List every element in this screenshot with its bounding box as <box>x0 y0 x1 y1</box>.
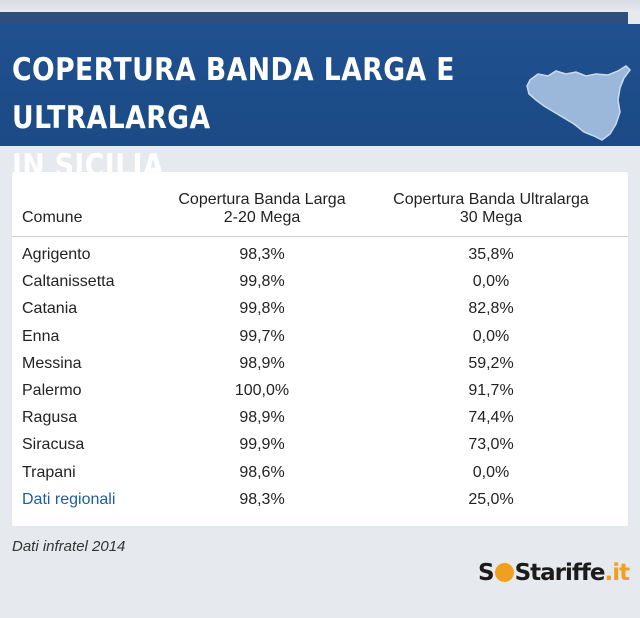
page-title: COPERTURA BANDA LARGA E ULTRALARGA IN SI… <box>12 46 552 190</box>
banda-larga-value: 98,3% <box>239 490 285 508</box>
banda-larga-value: 99,8% <box>239 300 285 318</box>
comune-name: Siracusa <box>22 436 85 454</box>
banda-ultralarga-value: 91,7% <box>468 381 514 399</box>
banda-larga-value: 98,3% <box>239 246 285 263</box>
comune-name: Agrigento <box>22 246 91 263</box>
banda-ultralarga-value: 73,0% <box>468 436 514 454</box>
comune-name: Trapani <box>22 463 76 481</box>
table-row: Catania 99,8% 82,8% <box>12 296 628 323</box>
title-banner: COPERTURA BANDA LARGA E ULTRALARGA IN SI… <box>0 24 640 184</box>
table-body: Agrigento 98,3% 35,8% Caltanissetta 99,8… <box>12 242 628 514</box>
comune-name: Catania <box>22 300 78 318</box>
header-banda-larga-line2: 2-20 Mega <box>223 209 301 226</box>
table-row: Caltanissetta 99,8% 0,0% <box>12 269 628 296</box>
banda-larga-value: 100,0% <box>234 381 290 399</box>
banda-ultralarga-value: 74,4% <box>468 409 514 427</box>
footer-strip <box>0 600 640 618</box>
banda-larga-value: 99,7% <box>239 327 285 345</box>
logo-s1: S <box>478 560 495 586</box>
comune-name: Ragusa <box>22 409 78 427</box>
table-row: Enna 99,7% 0,0% <box>12 324 628 351</box>
table-row: Trapani 98,6% 0,0% <box>12 460 628 487</box>
banda-ultralarga-value: 0,0% <box>472 273 510 291</box>
logo-tariffe: tariffe <box>530 560 605 586</box>
banda-ultralarga-value: 25,0% <box>468 490 514 508</box>
table-row: Messina 98,9% 59,2% <box>12 351 628 378</box>
banda-ultralarga-value: 0,0% <box>472 327 510 345</box>
comune-name: Messina <box>22 354 82 372</box>
banda-ultralarga-value: 59,2% <box>468 354 514 372</box>
header-banda-ultralarga: Copertura Banda Ultralarga 30 Mega <box>372 191 610 227</box>
header-banda-ultralarga-line2: 30 Mega <box>459 209 523 226</box>
table-row: Agrigento 98,3% 35,8% <box>12 242 628 269</box>
comune-name: Caltanissetta <box>22 273 115 291</box>
header-banda-larga: Copertura Banda Larga 2-20 Mega <box>158 191 366 227</box>
source-note: Dati infratel 2014 <box>12 538 126 555</box>
logo-o-icon <box>494 563 514 582</box>
top-strip <box>0 0 640 12</box>
banda-larga-value: 99,9% <box>239 436 285 454</box>
header-banda-larga-line1: Copertura Banda Larga <box>178 191 346 208</box>
banda-ultralarga-value: 35,8% <box>468 246 514 263</box>
table-row: Siracusa 99,9% 73,0% <box>12 432 628 459</box>
table-row: Palermo 100,0% 91,7% <box>12 378 628 405</box>
banda-larga-value: 98,9% <box>239 409 285 427</box>
logo-domain: .it <box>604 560 631 586</box>
banda-larga-value: 98,6% <box>239 463 285 481</box>
table-header: Comune Copertura Banda Larga 2-20 Mega C… <box>12 172 628 237</box>
banda-ultralarga-value: 0,0% <box>472 463 510 481</box>
title-line-1: COPERTURA BANDA LARGA E ULTRALARGA <box>12 52 455 136</box>
banda-ultralarga-value: 82,8% <box>468 300 514 318</box>
header-comune: Comune <box>22 209 83 226</box>
comune-name: Palermo <box>22 381 82 399</box>
header-banda-ultralarga-line1: Copertura Banda Ultralarga <box>393 191 589 208</box>
banner-shadow <box>0 12 628 26</box>
coverage-table: Comune Copertura Banda Larga 2-20 Mega C… <box>12 172 628 526</box>
sicily-map-icon <box>526 65 631 141</box>
sostariffe-logo: S Stariffe.it <box>478 560 631 592</box>
comune-name: Enna <box>22 327 60 345</box>
banda-larga-value: 99,8% <box>239 273 285 291</box>
banda-larga-value: 98,9% <box>239 354 285 372</box>
table-row: Ragusa 98,9% 74,4% <box>12 405 628 432</box>
table-row-regional: Dati regionali 98,3% 25,0% <box>12 487 628 514</box>
logo-s2: S <box>514 560 532 586</box>
regional-data-link[interactable]: Dati regionali <box>22 490 116 508</box>
